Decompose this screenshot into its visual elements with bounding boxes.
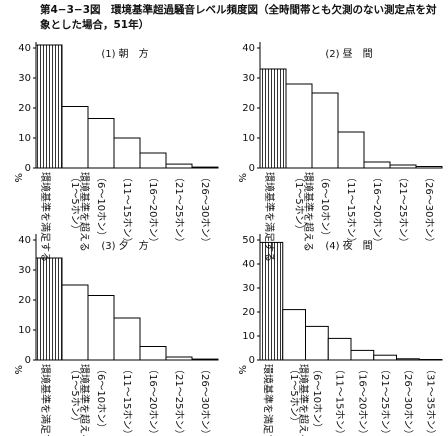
x-tick-label: （21〜25ホン） <box>397 172 409 247</box>
y-unit: % <box>12 173 23 183</box>
bar <box>259 68 287 169</box>
y-tick-label: 20 <box>18 103 31 114</box>
bar <box>350 349 375 361</box>
y-tick-label: 10 <box>18 325 31 336</box>
y-tick-label: 10 <box>18 133 31 144</box>
bar <box>363 161 391 169</box>
bar <box>165 356 193 361</box>
bar <box>35 257 63 361</box>
x-tick-label: （26〜30ホン） <box>199 172 211 247</box>
y-tick-label: 0 <box>25 355 31 366</box>
bar <box>389 164 417 169</box>
x-tick-label: （11〜15ホン） <box>345 172 357 247</box>
x-tick-label: （16〜20ホン） <box>356 364 368 436</box>
bar <box>87 118 115 169</box>
x-group-label: 環境基準を超える <box>78 364 91 436</box>
x-tick-label: （6〜10ホン） <box>311 364 323 433</box>
x-tick-label: （31〜35ホン） <box>425 364 437 436</box>
x-tick-label: （1〜5ホン） <box>293 172 305 235</box>
x-tick-label: （21〜25ホン） <box>379 364 391 436</box>
bar <box>35 44 63 169</box>
x-tick-label: （11〜15ホン） <box>121 172 133 247</box>
x-tick-label: （21〜25ホン） <box>173 172 185 247</box>
bar <box>337 131 365 169</box>
y-tick-label: 20 <box>242 307 255 318</box>
bar <box>61 284 89 361</box>
x-tick-label: （1〜5ホン） <box>288 364 300 427</box>
x-group-label: 環境基準を超える <box>78 172 91 252</box>
y-unit: % <box>236 173 247 183</box>
x-tick-label: （1〜5ホン） <box>69 364 81 427</box>
bar <box>61 106 89 169</box>
panel-title: (3) 夕 方 <box>101 239 148 252</box>
panel-title: (4) 夜 間 <box>325 239 372 252</box>
bar <box>396 358 420 361</box>
x-group-label: 環境基準を超える <box>302 172 315 252</box>
bar <box>191 358 219 361</box>
bar <box>191 166 219 169</box>
y-tick-label: 40 <box>242 43 255 54</box>
x-tick-label: （16〜20ホン） <box>371 172 383 247</box>
bar <box>415 166 443 169</box>
y-tick-label: 0 <box>249 355 255 366</box>
x-tick-label: （6〜10ホン） <box>319 172 331 241</box>
x-tick-label: 環境基準を満足する <box>263 172 276 262</box>
figure-title: 第4−3−3図 環境基準超過騒音レベル頻度図（全時間帯とも欠測のない測定点を対象… <box>40 4 437 31</box>
y-unit: % <box>12 365 23 375</box>
bar <box>282 309 306 361</box>
y-tick-label: 30 <box>242 283 255 294</box>
panel-title: (2) 昼 間 <box>325 48 372 60</box>
x-tick-label: （6〜10ホン） <box>95 364 107 433</box>
y-tick-label: 10 <box>242 331 255 342</box>
y-tick-label: 40 <box>242 259 255 270</box>
bar <box>305 325 329 361</box>
y-tick-label: 30 <box>242 73 255 84</box>
bar <box>311 92 339 169</box>
y-tick-label: 40 <box>18 235 31 246</box>
panel-title: (1) 朝 方 <box>101 47 148 60</box>
bar <box>87 295 115 361</box>
x-tick-label: （16〜20ホン） <box>147 364 159 436</box>
x-tick-label: 環境基準を満足する <box>39 172 52 262</box>
x-tick-label: （1〜5ホン） <box>69 172 81 235</box>
bar <box>139 346 167 361</box>
x-tick-label: （11〜15ホン） <box>334 364 346 436</box>
x-tick-label: （11〜15ホン） <box>121 364 133 436</box>
bar <box>113 317 141 361</box>
x-tick-label: （21〜25ホン） <box>173 364 185 436</box>
y-tick-label: 20 <box>242 103 255 114</box>
x-tick-label: （26〜30ホン） <box>423 172 435 247</box>
y-tick-label: 40 <box>18 43 31 54</box>
bar <box>139 152 167 169</box>
x-tick-label: （26〜30ホン） <box>199 364 211 436</box>
bar <box>285 83 313 169</box>
x-tick-label: 環境基準を満足する <box>261 364 274 436</box>
y-tick-label: 0 <box>25 163 31 174</box>
bar <box>327 337 352 361</box>
bar <box>373 354 397 361</box>
x-tick-label: 環境基準を満足する <box>39 364 52 436</box>
y-tick-label: 10 <box>242 133 255 144</box>
bar <box>165 163 193 169</box>
y-tick-label: 30 <box>18 265 31 276</box>
y-tick-label: 20 <box>18 295 31 306</box>
x-tick-label: （6〜10ホン） <box>95 172 107 241</box>
bar <box>259 241 284 361</box>
x-group-label: 環境基準を超える <box>297 364 310 436</box>
y-unit: % <box>236 365 247 375</box>
y-tick-label: 30 <box>18 73 31 84</box>
y-tick-label: 0 <box>249 163 255 174</box>
y-tick-label: 50 <box>242 235 255 246</box>
x-tick-label: （26〜30ホン） <box>402 364 414 436</box>
bar <box>113 137 141 169</box>
x-tick-label: （16〜20ホン） <box>147 172 159 247</box>
